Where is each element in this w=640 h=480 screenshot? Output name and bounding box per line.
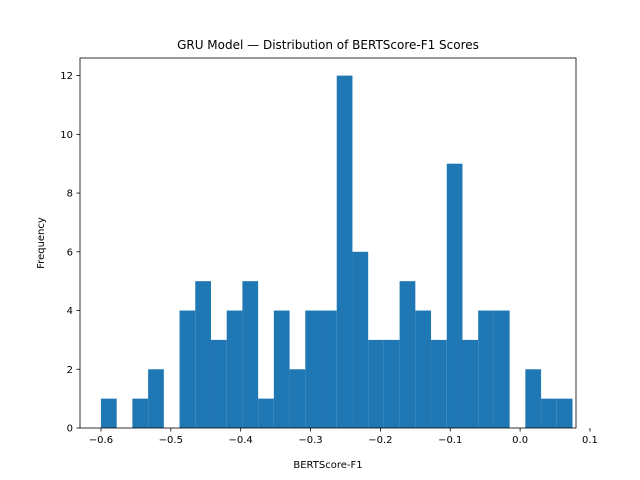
histogram-bar [368,339,384,428]
histogram-bar [446,163,463,428]
x-axis-ticks: −0.6 −0.5 −0.4 −0.3 −0.2 −0.1 0.0 0.1 [89,428,598,446]
histogram-bar [273,310,290,428]
bars-group [100,75,573,428]
y-tick-label: 0 [67,424,73,435]
histogram-bar [210,339,227,428]
histogram-bar [352,251,369,428]
histogram-bar [148,369,164,428]
y-tick-label: 8 [67,189,73,200]
x-tick-label: 0.1 [582,435,598,446]
x-tick-label: −0.3 [298,435,322,446]
histogram-bar [321,310,337,428]
y-tick-label: 4 [67,306,73,317]
x-tick-label: −0.1 [438,435,462,446]
plot-frame [79,57,577,429]
histogram-bar [100,398,117,428]
histogram-bar [242,281,259,428]
y-tick-label: 12 [60,71,73,82]
histogram-bar [383,339,400,428]
chart-title: GRU Model — Distribution of BERTScore-F1… [177,38,479,52]
x-tick-label: −0.6 [89,435,113,446]
histogram-bar [195,281,211,428]
histogram-bar [289,369,306,428]
x-tick-label: −0.2 [368,435,392,446]
x-tick-label: −0.4 [229,435,253,446]
histogram-bar [525,369,542,428]
y-axis-label: Frequency [36,217,47,269]
histogram-bar [336,75,353,428]
y-tick-label: 6 [67,247,73,258]
histogram-bar [305,310,322,428]
y-tick-label: 2 [67,365,73,376]
histogram-bar [493,310,510,428]
histogram-bar [415,310,432,428]
histogram-bar [431,339,447,428]
histogram-bar [556,398,573,428]
histogram-bar [399,281,416,428]
histogram-bar [541,398,557,428]
histogram-bar [132,398,149,428]
histogram-bar [179,310,196,428]
x-tick-label: 0.0 [512,435,528,446]
histogram-bar [478,310,494,428]
histogram-bar [258,398,274,428]
y-axis-ticks: 0 2 4 6 8 10 12 [60,71,80,435]
x-axis-label: BERTScore-F1 [293,460,362,471]
x-tick-label: −0.5 [159,435,183,446]
y-tick-label: 10 [60,130,73,141]
histogram-bar [226,310,243,428]
histogram-bar [462,339,479,428]
